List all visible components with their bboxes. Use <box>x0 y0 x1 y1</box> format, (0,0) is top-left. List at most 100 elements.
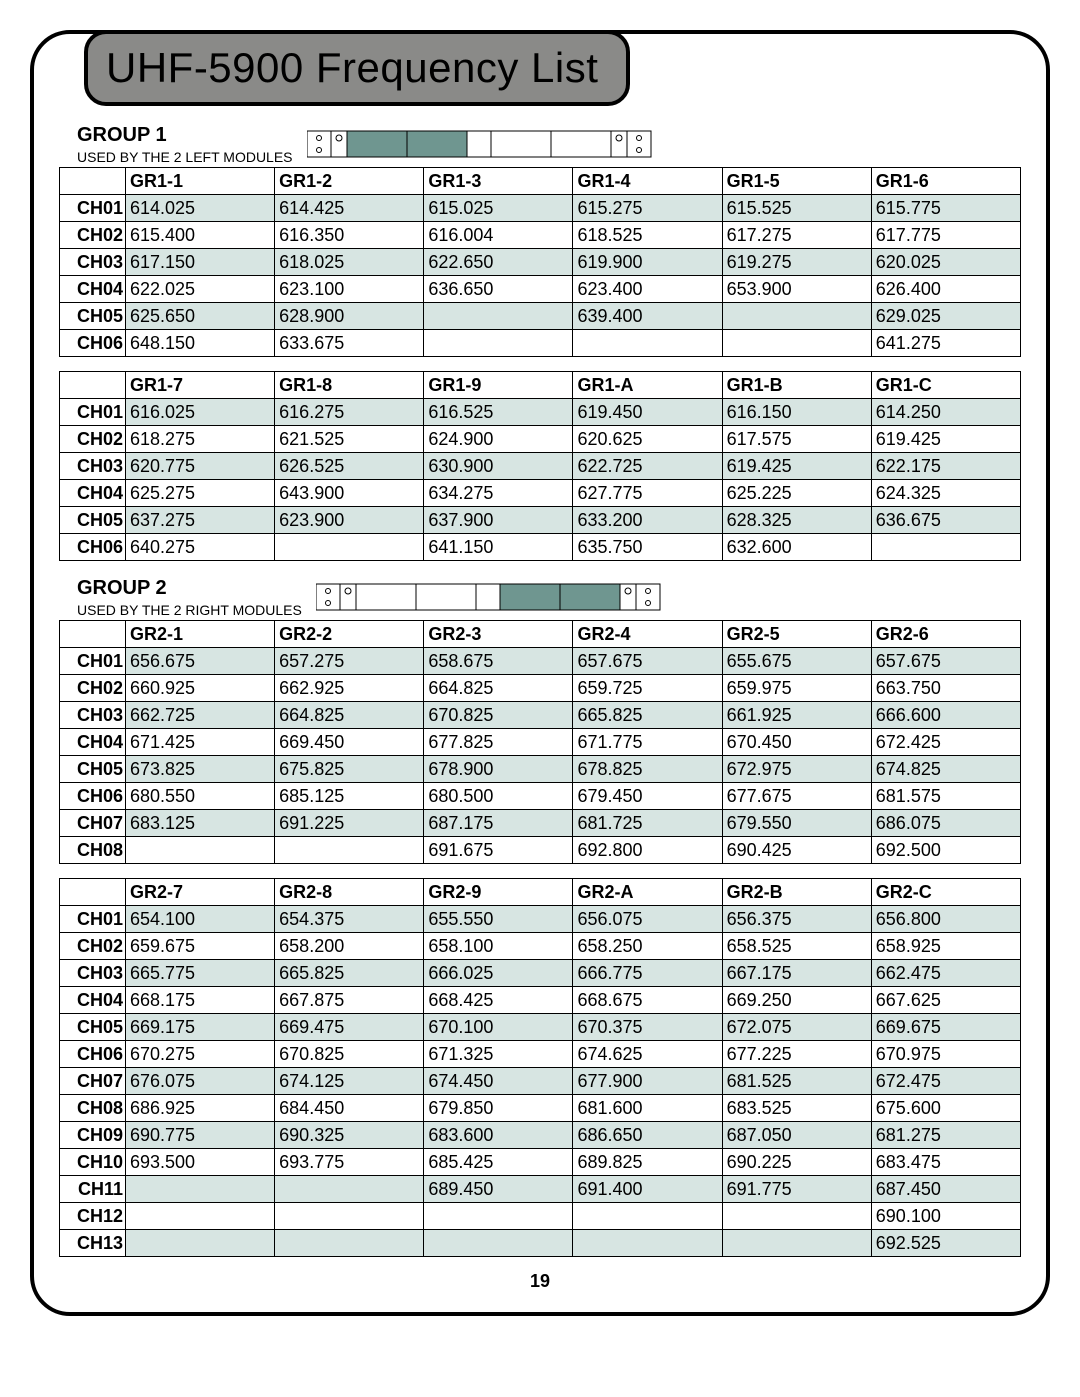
freq-cell <box>871 534 1020 561</box>
freq-cell <box>275 1176 424 1203</box>
row-label: CH06 <box>60 330 126 357</box>
frequency-table: GR2-1GR2-2GR2-3GR2-4GR2-5GR2-6CH01656.67… <box>59 620 1021 864</box>
table-row: CH05637.275623.900637.900633.200628.3256… <box>60 507 1021 534</box>
row-label: CH04 <box>60 276 126 303</box>
row-label: CH08 <box>60 837 126 864</box>
freq-cell <box>722 330 871 357</box>
freq-cell: 618.525 <box>573 222 722 249</box>
freq-cell: 627.775 <box>573 480 722 507</box>
freq-cell: 618.025 <box>275 249 424 276</box>
freq-cell: 693.775 <box>275 1149 424 1176</box>
freq-cell: 687.175 <box>424 810 573 837</box>
freq-cell: 634.275 <box>424 480 573 507</box>
freq-cell: 674.450 <box>424 1068 573 1095</box>
freq-cell: 681.600 <box>573 1095 722 1122</box>
freq-cell: 656.075 <box>573 906 722 933</box>
column-header: GR2-A <box>573 879 722 906</box>
table-row: CH03617.150618.025622.650619.900619.2756… <box>60 249 1021 276</box>
column-header: GR1-9 <box>424 372 573 399</box>
freq-cell: 669.675 <box>871 1014 1020 1041</box>
column-header: GR2-6 <box>871 621 1020 648</box>
freq-cell: 619.275 <box>722 249 871 276</box>
freq-cell: 680.550 <box>126 783 275 810</box>
freq-cell: 614.425 <box>275 195 424 222</box>
freq-cell: 681.525 <box>722 1068 871 1095</box>
table-row: CH05673.825675.825678.900678.825672.9756… <box>60 756 1021 783</box>
table-row: CH06670.275670.825671.325674.625677.2256… <box>60 1041 1021 1068</box>
table-row: CH03665.775665.825666.025666.775667.1756… <box>60 960 1021 987</box>
freq-cell: 656.375 <box>722 906 871 933</box>
column-header: GR1-B <box>722 372 871 399</box>
freq-cell <box>722 303 871 330</box>
freq-cell: 619.425 <box>871 426 1020 453</box>
freq-cell: 677.900 <box>573 1068 722 1095</box>
freq-cell: 674.125 <box>275 1068 424 1095</box>
row-label: CH06 <box>60 783 126 810</box>
freq-cell: 683.475 <box>871 1149 1020 1176</box>
freq-cell: 641.150 <box>424 534 573 561</box>
frequency-table: GR1-1GR1-2GR1-3GR1-4GR1-5GR1-6CH01614.02… <box>59 167 1021 357</box>
column-header: GR2-9 <box>424 879 573 906</box>
freq-cell: 687.450 <box>871 1176 1020 1203</box>
freq-cell: 668.675 <box>573 987 722 1014</box>
freq-cell: 669.250 <box>722 987 871 1014</box>
freq-cell: 623.400 <box>573 276 722 303</box>
freq-cell: 648.150 <box>126 330 275 357</box>
freq-cell: 626.400 <box>871 276 1020 303</box>
freq-cell: 622.725 <box>573 453 722 480</box>
column-header: GR1-7 <box>126 372 275 399</box>
row-label: CH06 <box>60 1041 126 1068</box>
column-header: GR1-1 <box>126 168 275 195</box>
freq-cell: 680.500 <box>424 783 573 810</box>
freq-cell: 679.850 <box>424 1095 573 1122</box>
freq-cell: 655.675 <box>722 648 871 675</box>
freq-cell <box>424 303 573 330</box>
table-row: CH01656.675657.275658.675657.675655.6756… <box>60 648 1021 675</box>
freq-cell: 671.425 <box>126 729 275 756</box>
freq-cell: 654.375 <box>275 906 424 933</box>
freq-cell: 691.675 <box>424 837 573 864</box>
table-row: CH13692.525 <box>60 1230 1021 1257</box>
freq-cell: 684.450 <box>275 1095 424 1122</box>
freq-cell: 691.400 <box>573 1176 722 1203</box>
freq-cell: 628.900 <box>275 303 424 330</box>
table-row: CH01654.100654.375655.550656.075656.3756… <box>60 906 1021 933</box>
freq-cell: 685.425 <box>424 1149 573 1176</box>
freq-cell: 626.525 <box>275 453 424 480</box>
table-row: CH07683.125691.225687.175681.725679.5506… <box>60 810 1021 837</box>
page-frame: UHF-5900 Frequency List GROUP 1 USED BY … <box>30 30 1050 1316</box>
freq-cell: 683.125 <box>126 810 275 837</box>
freq-cell <box>573 330 722 357</box>
group-title: GROUP 2 <box>77 577 302 600</box>
frequency-table: GR2-7GR2-8GR2-9GR2-AGR2-BGR2-CCH01654.10… <box>59 878 1021 1257</box>
row-label: CH03 <box>60 702 126 729</box>
freq-cell: 658.250 <box>573 933 722 960</box>
row-label: CH13 <box>60 1230 126 1257</box>
column-header: GR2-B <box>722 879 871 906</box>
freq-cell <box>573 1203 722 1230</box>
freq-cell <box>275 1230 424 1257</box>
freq-cell <box>126 837 275 864</box>
freq-cell: 625.275 <box>126 480 275 507</box>
freq-cell: 683.525 <box>722 1095 871 1122</box>
freq-cell: 623.100 <box>275 276 424 303</box>
freq-cell: 690.775 <box>126 1122 275 1149</box>
freq-cell: 615.775 <box>871 195 1020 222</box>
freq-cell: 679.450 <box>573 783 722 810</box>
row-label: CH01 <box>60 195 126 222</box>
freq-cell: 681.275 <box>871 1122 1020 1149</box>
freq-cell <box>126 1230 275 1257</box>
freq-cell <box>722 1230 871 1257</box>
freq-cell: 661.925 <box>722 702 871 729</box>
row-label: CH07 <box>60 1068 126 1095</box>
row-label: CH01 <box>60 648 126 675</box>
column-header: GR2-1 <box>126 621 275 648</box>
group-subtitle: USED BY THE 2 LEFT MODULES <box>77 149 293 165</box>
column-header: GR2-2 <box>275 621 424 648</box>
freq-cell <box>424 1203 573 1230</box>
freq-cell: 675.825 <box>275 756 424 783</box>
table-row: CH01616.025616.275616.525619.450616.1506… <box>60 399 1021 426</box>
freq-cell: 639.400 <box>573 303 722 330</box>
table-row: CH04671.425669.450677.825671.775670.4506… <box>60 729 1021 756</box>
freq-cell: 666.025 <box>424 960 573 987</box>
